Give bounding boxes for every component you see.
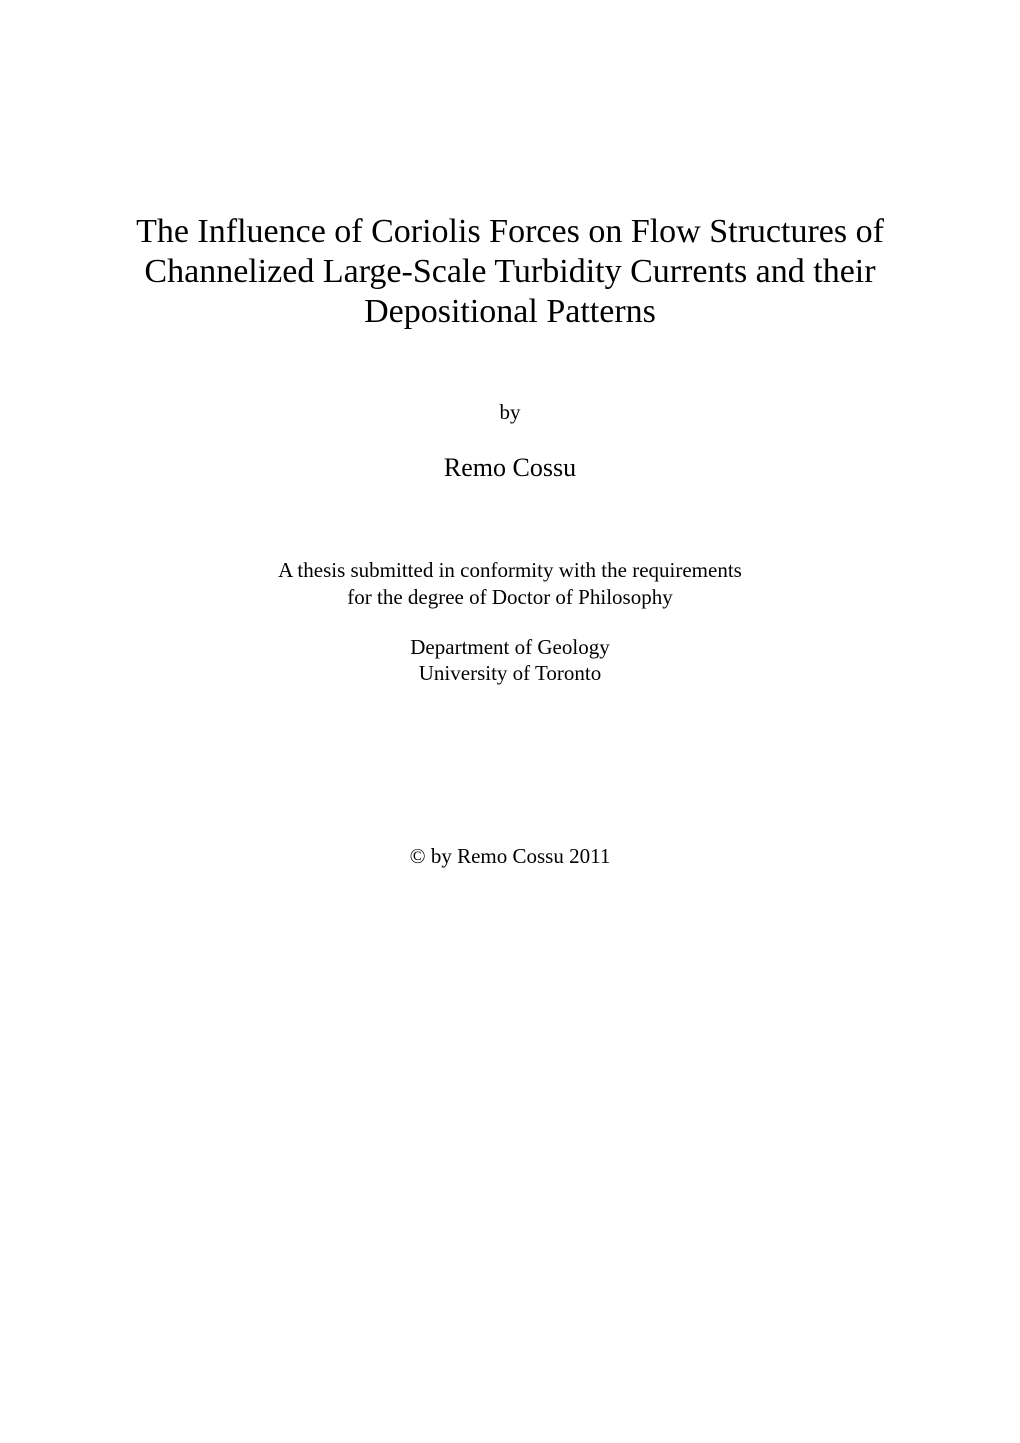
department-affiliation: Department of Geology University of Toro… bbox=[110, 634, 910, 687]
title-line-2: Channelized Large-Scale Turbidity Curren… bbox=[144, 253, 875, 290]
title-line-3: Depositional Patterns bbox=[364, 293, 656, 330]
conformity-line-2: for the degree of Doctor of Philosophy bbox=[347, 585, 672, 609]
conformity-line-1: A thesis submitted in conformity with th… bbox=[278, 558, 742, 582]
thesis-title: The Influence of Coriolis Forces on Flow… bbox=[110, 212, 910, 332]
department-line-2: University of Toronto bbox=[419, 661, 601, 685]
thesis-title-page: The Influence of Coriolis Forces on Flow… bbox=[0, 0, 1020, 1443]
copyright-notice: © by Remo Cossu 2011 bbox=[110, 844, 910, 869]
author-name: Remo Cossu bbox=[110, 453, 910, 483]
department-line-1: Department of Geology bbox=[410, 635, 609, 659]
by-label: by bbox=[110, 400, 910, 425]
title-line-1: The Influence of Coriolis Forces on Flow… bbox=[136, 213, 884, 250]
conformity-statement: A thesis submitted in conformity with th… bbox=[110, 557, 910, 610]
